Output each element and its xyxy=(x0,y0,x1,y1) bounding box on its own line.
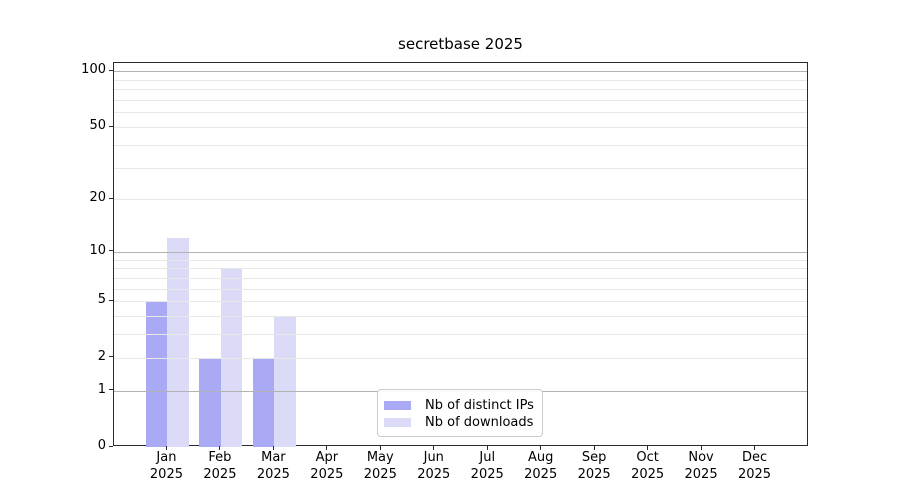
x-tick-year: 2025 xyxy=(417,466,451,482)
x-tick-month: Mar xyxy=(261,450,286,465)
x-tick-mark xyxy=(540,446,542,450)
x-tick-label: Jun 2025 xyxy=(399,450,469,483)
y-tick-mark xyxy=(109,356,113,358)
x-tick-label: Sep 2025 xyxy=(559,450,629,483)
bar-distinct-ips-jan xyxy=(145,301,168,447)
x-tick-mark xyxy=(433,446,435,450)
legend-item-distinct-ips: Nb of distinct IPs xyxy=(384,397,542,413)
y-tick-label: 5 xyxy=(97,292,106,308)
y-tick-mark xyxy=(109,69,113,71)
y-tick-mark xyxy=(109,250,113,252)
y-tick-label: 10 xyxy=(89,242,106,258)
legend-label: Nb of downloads xyxy=(425,414,534,430)
y-tick-mark xyxy=(109,125,113,127)
x-tick-mark xyxy=(379,446,381,450)
x-tick-year: 2025 xyxy=(149,466,183,482)
x-tick-mark xyxy=(486,446,488,450)
bar-distinct-ips-feb xyxy=(199,357,221,447)
x-tick-month: Apr xyxy=(315,450,339,465)
x-tick-mark xyxy=(165,446,167,450)
x-tick-label: Oct 2025 xyxy=(613,450,683,483)
y-tick-mark xyxy=(109,445,113,447)
y-tick-label: 20 xyxy=(89,190,106,206)
x-tick-year: 2025 xyxy=(577,466,611,482)
x-tick-month: Jan xyxy=(156,450,177,465)
x-tick-mark xyxy=(754,446,756,450)
x-tick-mark xyxy=(593,446,595,450)
y-tick-mark xyxy=(109,299,113,301)
x-tick-month: Oct xyxy=(636,450,659,465)
x-tick-mark xyxy=(219,446,221,450)
x-tick-year: 2025 xyxy=(524,466,558,482)
x-tick-year: 2025 xyxy=(256,466,290,482)
bar-downloads-feb xyxy=(220,268,243,447)
x-tick-year: 2025 xyxy=(310,466,344,482)
bar-downloads-mar xyxy=(274,316,296,447)
x-tick-year: 2025 xyxy=(203,466,237,482)
y-tick-label: 2 xyxy=(97,348,106,364)
legend: Nb of distinct IPs Nb of downloads xyxy=(377,389,543,437)
x-tick-year: 2025 xyxy=(737,466,772,482)
legend-swatch-distinct-ips xyxy=(384,400,411,410)
legend-swatch-downloads xyxy=(384,417,411,427)
x-tick-label: Jul 2025 xyxy=(452,450,522,483)
x-tick-mark xyxy=(326,446,328,450)
x-tick-mark xyxy=(647,446,649,450)
bar-distinct-ips-mar xyxy=(252,357,275,447)
y-tick-label: 100 xyxy=(81,62,106,78)
legend-label: Nb of distinct IPs xyxy=(425,397,534,413)
y-tick-label: 50 xyxy=(89,118,106,134)
x-tick-label: Mar 2025 xyxy=(238,450,308,483)
x-tick-mark xyxy=(700,446,702,450)
y-tick-label: 1 xyxy=(97,381,106,397)
x-tick-month: Aug xyxy=(527,450,554,465)
x-tick-label: May 2025 xyxy=(345,450,415,483)
plot-area xyxy=(113,62,808,447)
x-tick-year: 2025 xyxy=(470,466,504,482)
x-tick-month: Sep xyxy=(581,450,607,465)
y-tick-label: 0 xyxy=(97,438,106,453)
legend-item-downloads: Nb of downloads xyxy=(384,414,542,430)
x-tick-month: Feb xyxy=(208,450,232,465)
x-tick-mark xyxy=(272,446,274,450)
x-tick-month: Dec xyxy=(741,450,768,465)
x-tick-year: 2025 xyxy=(684,466,718,482)
y-tick-mark xyxy=(109,389,113,391)
x-tick-year: 2025 xyxy=(363,466,397,482)
x-tick-label: Nov 2025 xyxy=(666,450,736,483)
x-tick-month: Jun xyxy=(423,450,444,465)
x-tick-year: 2025 xyxy=(631,466,665,482)
y-tick-mark xyxy=(109,197,113,199)
x-tick-label: Dec 2025 xyxy=(720,450,790,483)
x-tick-label: Feb 2025 xyxy=(185,450,255,483)
chart-title: secretbase 2025 xyxy=(398,35,523,53)
x-tick-label: Apr 2025 xyxy=(292,450,362,483)
x-tick-month: Jul xyxy=(479,450,496,465)
bars-layer xyxy=(114,63,807,447)
x-tick-month: May xyxy=(366,450,394,465)
bar-downloads-jan xyxy=(167,238,189,447)
x-tick-label: Jan 2025 xyxy=(131,450,201,483)
x-tick-month: Nov xyxy=(688,450,714,465)
x-tick-label: Aug 2025 xyxy=(506,450,576,483)
